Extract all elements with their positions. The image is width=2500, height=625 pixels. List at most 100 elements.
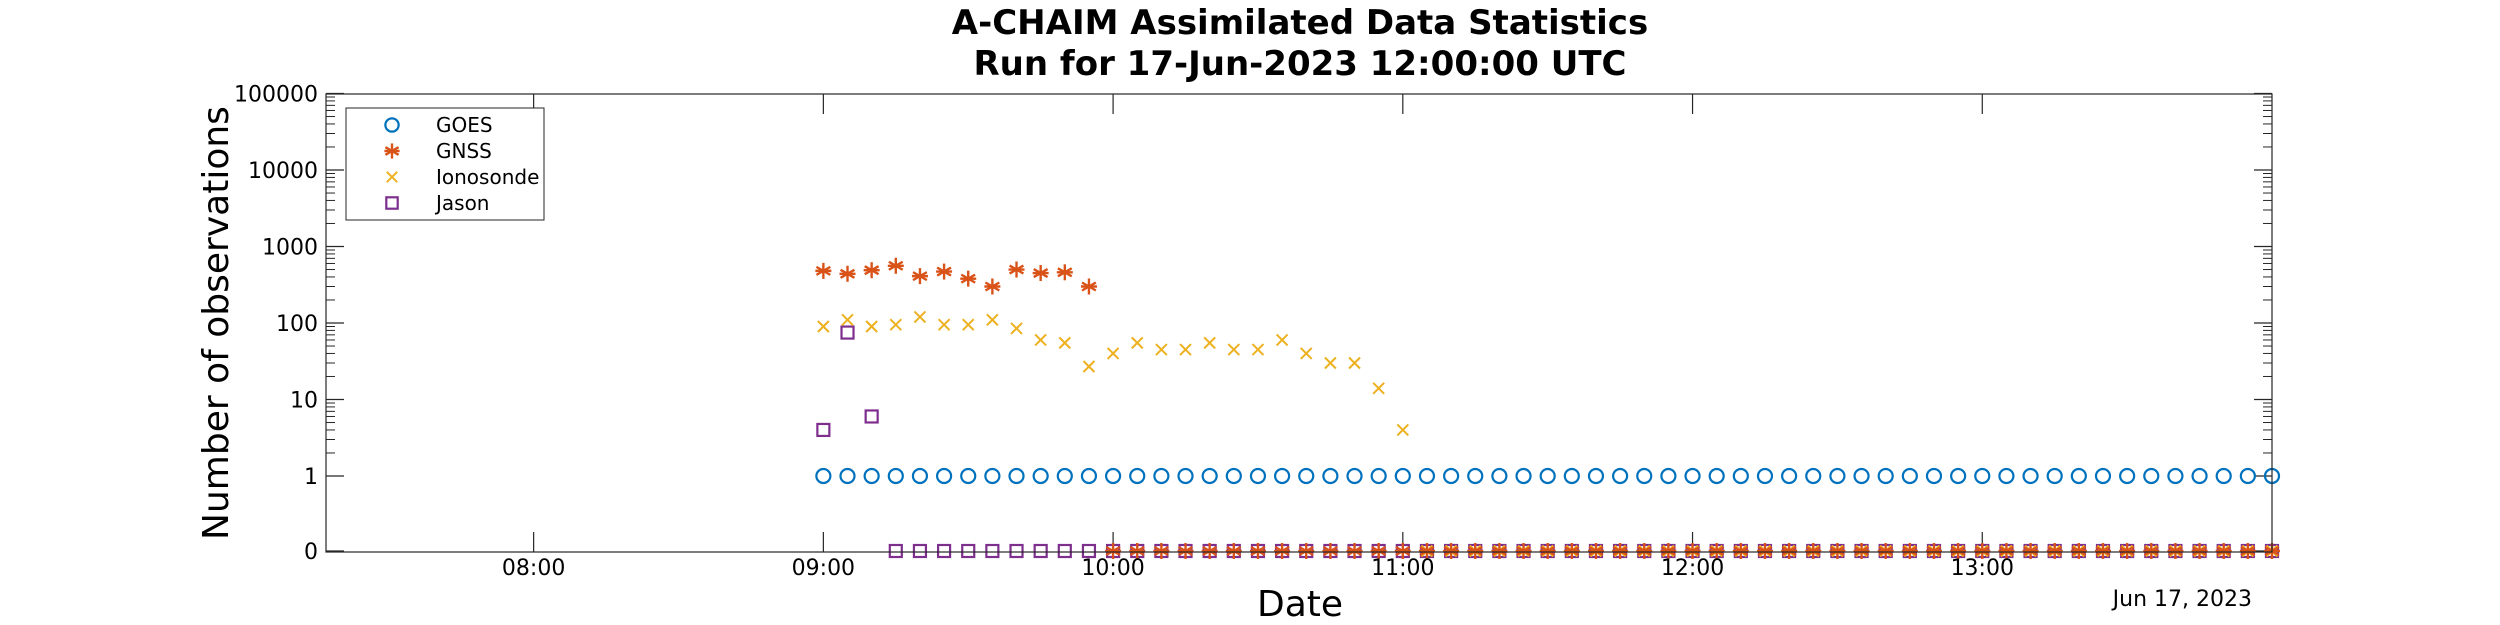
gnss-point [2239,543,2256,559]
ionosonde-point [1300,347,1313,360]
gnss-point [1829,543,1846,559]
goes-point [911,467,929,485]
goes-point [1080,467,1098,485]
ionosonde-stroke [1131,336,1144,350]
ionosonde-point [1348,356,1361,370]
ionosonde-stroke [1010,322,1023,335]
x-tick-label: 10:00 [1081,556,1144,581]
gnss-point [1056,264,1073,281]
ionosonde-stroke [841,313,854,327]
ionosonde-stroke [889,318,903,331]
goes-point [1491,467,1508,485]
ionosonde-point [1324,356,1337,370]
gnss-point [1129,543,1146,559]
ionosonde-stroke [1034,333,1047,347]
ionosonde-point [889,318,903,331]
gnss-point [839,265,856,282]
gnss-point [1660,543,1677,559]
gnss-point [1925,543,1942,559]
goes-point [1925,467,1943,485]
ionosonde-stroke [986,313,999,327]
ionosonde-stroke [913,310,927,324]
gnss-point [1032,265,1049,282]
gnss-point [2167,543,2184,559]
ionosonde-stroke [1348,356,1361,370]
goes-point [1249,467,1267,485]
gnss-point [2046,543,2063,559]
ionosonde-stroke [1324,356,1337,370]
ionosonde-point [865,320,878,333]
goes-point [1563,467,1580,485]
goes-point [1805,467,1822,485]
ionosonde-stroke [817,320,830,333]
goes-point [1539,467,1556,485]
gnss-point [984,278,1001,295]
jason-point [864,409,879,424]
gnss-point [1249,543,1266,559]
goes-point [2094,467,2112,485]
ionosonde-stroke [1300,347,1313,360]
gnss-point [1177,543,1194,559]
goes-point [1467,467,1484,485]
legend-label: GOES [436,113,493,137]
ionosonde-point [1034,333,1047,347]
ionosonde-point [1082,360,1096,373]
minor-ticks [326,96,2272,454]
goes-point [1104,467,1122,485]
legend-label: Jason [434,191,490,215]
gnss-point [1467,543,1484,559]
gnss-point [1950,543,1967,559]
goes-point [1636,467,1653,485]
gnss-point [887,257,904,274]
ionosonde-stroke [1179,343,1192,356]
goes-point [1901,467,1918,485]
goes-point [1853,467,1870,485]
goes-point [1515,467,1532,485]
ionosonde-stroke [865,320,878,333]
goes-point [1660,467,1677,485]
gnss-point [960,270,977,287]
goes-point [1346,467,1363,485]
goes-point [1394,467,1411,485]
ionosonde-stroke [962,318,975,331]
goes-point [1225,467,1242,485]
goes-point [1298,467,1315,485]
gnss-point [1418,543,1435,559]
goes-point [2046,467,2063,485]
ionosonde-stroke [1058,336,1072,350]
chart-title: A-CHAIM Assimilated Data Statistics [952,3,1648,43]
goes-point [1612,467,1629,485]
gnss-point [2094,543,2111,559]
gnss-point [1781,543,1798,559]
y-tick-label: 100000 [234,83,318,108]
ionosonde-stroke [1203,336,1216,350]
gnss-point [1491,543,1508,559]
y-tick-label: 100 [276,312,318,337]
gnss-point [2119,543,2136,559]
ionosonde-point [1275,333,1289,347]
ionosonde-stroke [386,171,398,183]
gnss-point [1008,261,1025,278]
series-goes [815,467,2281,485]
gnss-point [1201,543,1218,559]
jason-point [1033,543,1048,559]
date-label: Jun 17, 2023 [2111,587,2252,612]
goes-point [1877,467,1894,485]
goes-point [1781,467,1798,485]
legend-label: Ionosonde [436,165,539,189]
ionosonde-stroke [1106,347,1120,360]
jason-point [888,543,903,559]
x-tick-label: 08:00 [502,556,565,581]
ionosonde-point [841,313,854,327]
gnss-point [1732,543,1749,559]
goes-point [839,467,856,485]
ionosonde-point [1106,347,1120,360]
jason-point [816,422,831,438]
gnss-point [1684,543,1701,559]
gnss-point [1877,543,1894,559]
x-tick-label: 12:00 [1661,556,1724,581]
goes-point [1322,467,1339,485]
gnss-point [1612,543,1629,559]
goes-point [1056,467,1073,485]
goes-point [935,467,953,485]
